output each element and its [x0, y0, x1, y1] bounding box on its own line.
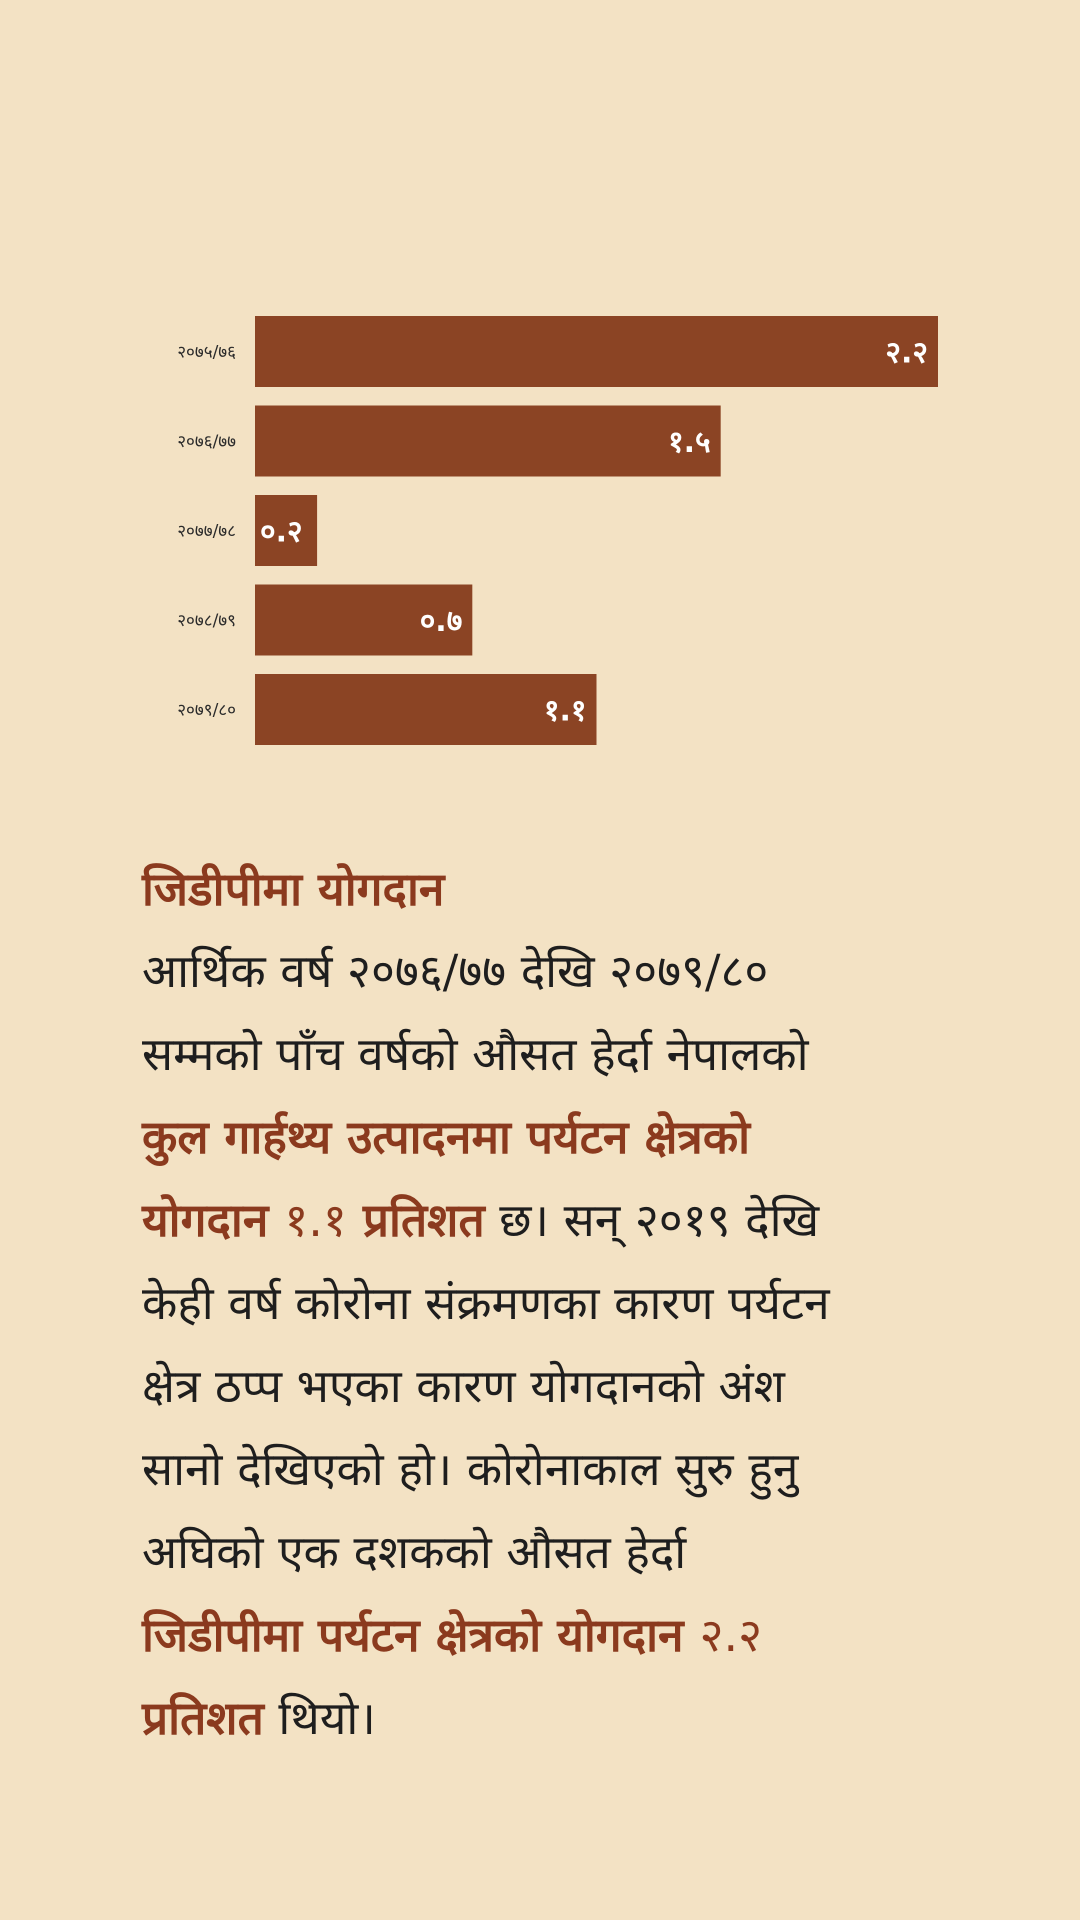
category-label: २०७५/७६ — [177, 343, 236, 363]
bar-value-label: ०.७ — [420, 604, 463, 639]
body-text-segment: छ। सन् २०१९ देखि — [484, 1193, 820, 1247]
bar — [255, 405, 721, 477]
body-line: जिडीपीमा पर्यटन क्षेत्रको योगदान २.२ — [142, 1594, 1022, 1677]
highlighted-text: १.१ — [284, 1193, 347, 1247]
body-text-segment: अघिको एक दशकको औसत हेर्दा — [142, 1525, 687, 1579]
article-body: आर्थिक वर्ष २०७६/७७ देखि २०७९/८० सम्मको प… — [142, 930, 1022, 1760]
body-line: सम्मको पाँच वर्षको औसत हेर्दा नेपालको — [142, 1013, 1022, 1096]
bar — [255, 584, 473, 656]
highlighted-text: प्रतिशत — [142, 1691, 264, 1745]
article: जिडीपीमा योगदान आर्थिक वर्ष २०७६/७७ देखि… — [142, 858, 1022, 1760]
bar-value-label: १.५ — [668, 425, 711, 460]
highlighted-text: योगदान — [142, 1193, 285, 1247]
body-text-segment: आर्थिक वर्ष २०७६/७७ देखि २०७९/८० — [142, 944, 769, 998]
highlighted-text: जिडीपीमा पर्यटन क्षेत्रको योगदान — [142, 1608, 700, 1662]
body-text-segment: क्षेत्र ठप्प भएका कारण योगदानको अंश — [142, 1359, 785, 1413]
category-label: २०७६/७७ — [177, 432, 236, 452]
body-line: अघिको एक दशकको औसत हेर्दा — [142, 1511, 1022, 1594]
highlighted-text: प्रतिशत — [346, 1193, 485, 1247]
bar — [255, 316, 938, 387]
body-line: आर्थिक वर्ष २०७६/७७ देखि २०७९/८० — [142, 930, 1022, 1013]
body-text-segment: सम्मको पाँच वर्षको औसत हेर्दा नेपालको — [142, 1027, 809, 1081]
bar-value-label: १.१ — [544, 694, 587, 729]
body-line: योगदान १.१ प्रतिशत छ। सन् २०१९ देखि — [142, 1179, 1022, 1262]
category-label: २०७९/८० — [177, 701, 236, 721]
body-line: कुल गार्हथ्य उत्पादनमा पर्यटन क्षेत्रको — [142, 1096, 1022, 1179]
body-line: केही वर्ष कोरोना संक्रमणका कारण पर्यटन — [142, 1262, 1022, 1345]
bar-value-label: २.२ — [885, 336, 928, 371]
article-heading: जिडीपीमा योगदान — [142, 862, 445, 916]
body-line: प्रतिशत थियो। — [142, 1677, 1022, 1760]
body-text-segment: थियो। — [263, 1691, 376, 1745]
highlighted-text: २.२ — [699, 1608, 763, 1662]
category-label: २०७८/७९ — [177, 611, 236, 631]
bar — [255, 674, 597, 745]
bar — [255, 495, 318, 566]
bar-chart: २०७५/७६ २.२ २०७६/७७ १.५ २०७७/७८ ०.२ २०७८/७९ ०.७… — [177, 316, 938, 745]
bar-value-label: ०.२ — [260, 515, 303, 550]
body-line: क्षेत्र ठप्प भएका कारण योगदानको अंश — [142, 1345, 1022, 1428]
highlighted-text: कुल गार्हथ्य उत्पादनमा पर्यटन क्षेत्रको — [142, 1110, 751, 1164]
body-line: सानो देखिएको हो। कोरोनाकाल सुरु हुनु — [142, 1428, 1022, 1511]
body-text-segment: सानो देखिएको हो। कोरोनाकाल सुरु हुनु — [142, 1442, 799, 1496]
category-label: २०७७/७८ — [177, 522, 236, 542]
body-text-segment: केही वर्ष कोरोना संक्रमणका कारण पर्यटन — [142, 1276, 830, 1330]
